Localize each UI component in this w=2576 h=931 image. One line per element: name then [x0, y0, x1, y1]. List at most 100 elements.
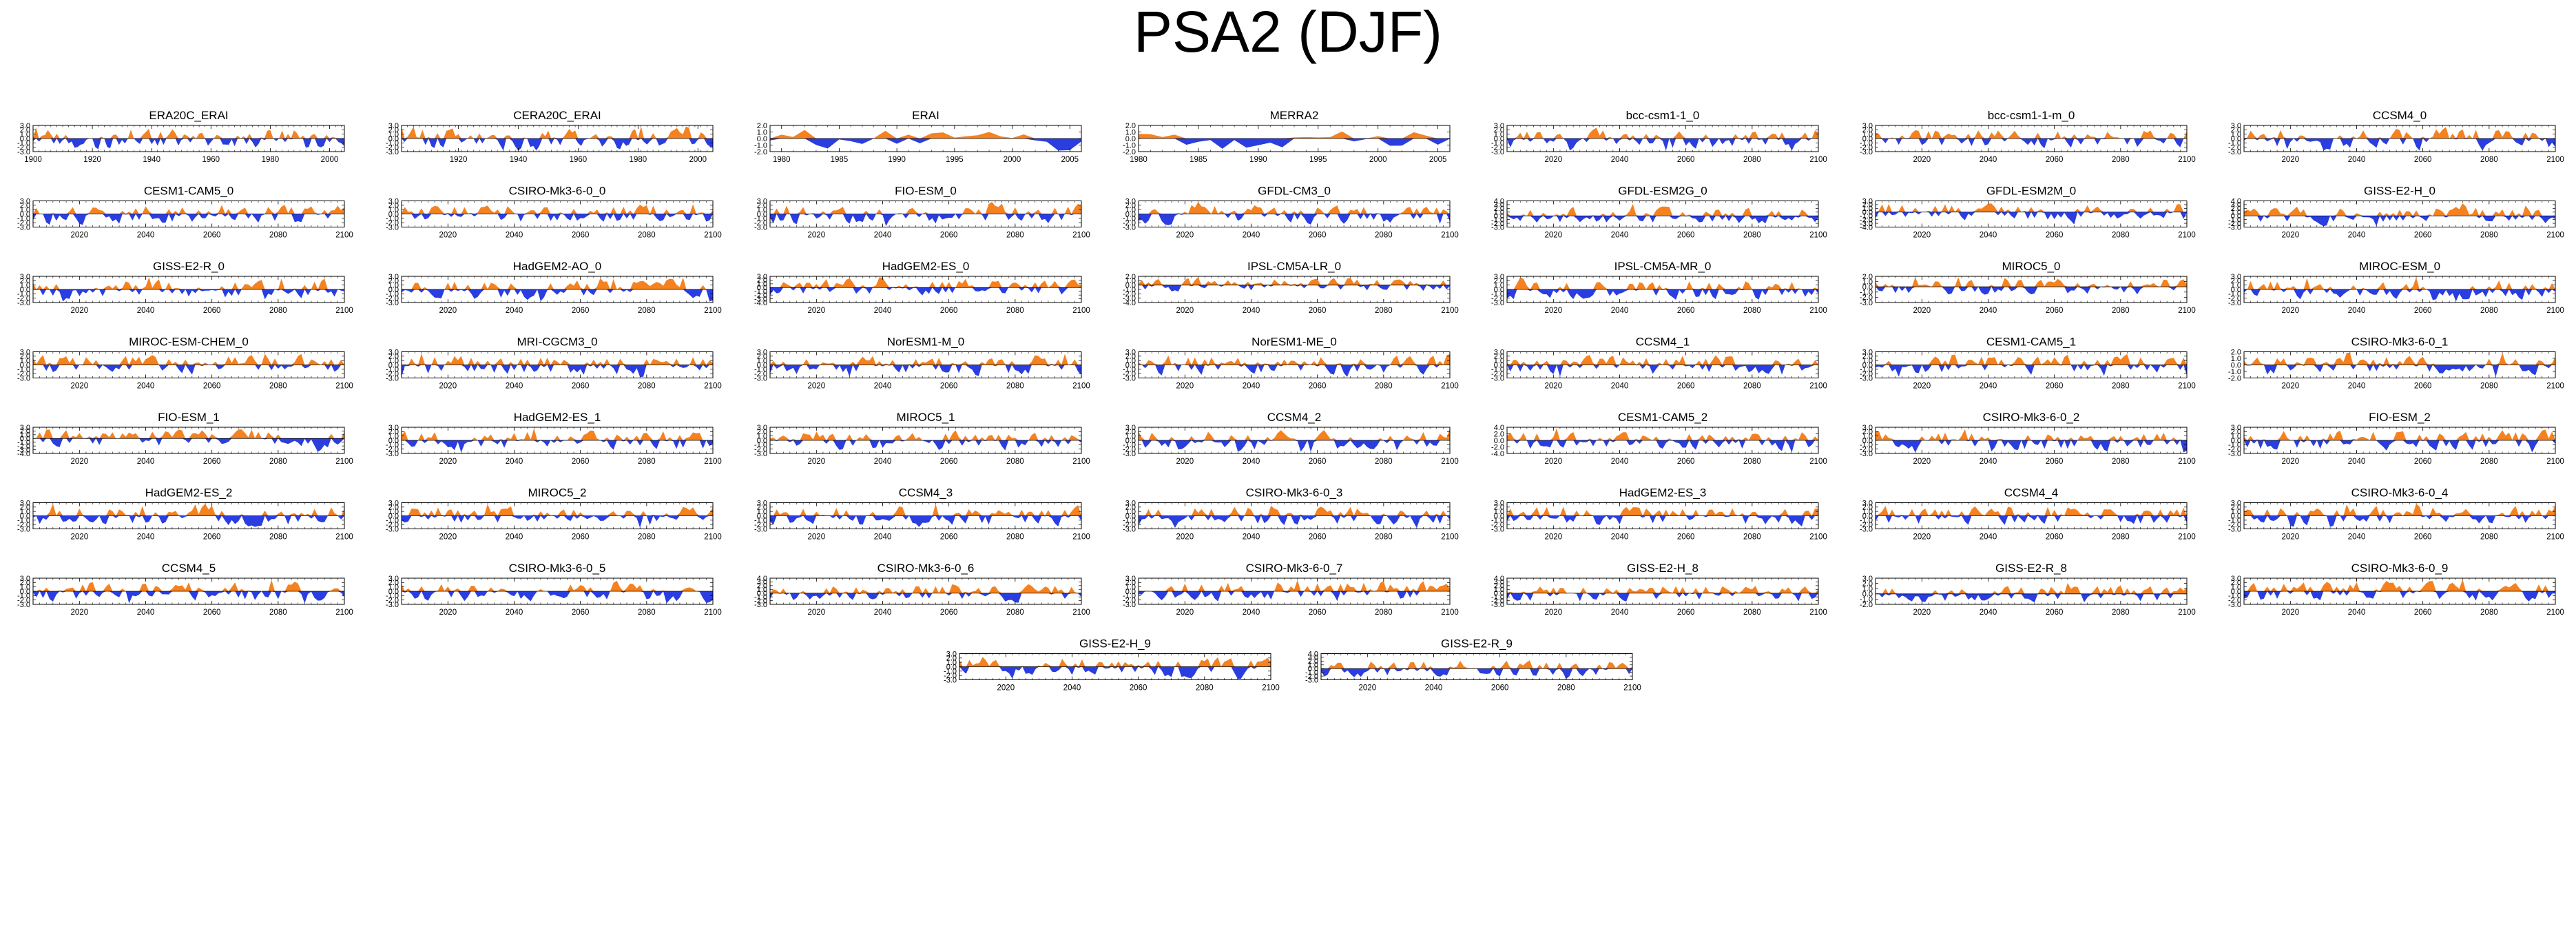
- y-tick-label: 3.0: [2231, 273, 2241, 281]
- x-tick-label: 2040: [506, 232, 523, 240]
- panel-CCSM4_0: CCSM4_0 3.02.01.00.0-1.0-2.0-3.0 2020 2040 2…: [2228, 109, 2564, 164]
- x-tick-label: 2080: [1743, 382, 1761, 391]
- y-tick-label: -3.0: [1123, 450, 1136, 458]
- y-tick-label: -3.0: [754, 295, 767, 303]
- positive-area: [33, 205, 344, 214]
- x-tick-label: 2060: [572, 533, 590, 542]
- y-tick-label: 1.0: [1862, 278, 1873, 286]
- x-tick-label: 2040: [506, 307, 523, 315]
- x-tick-label: 2040: [2348, 533, 2366, 542]
- negative-area: [1876, 440, 2187, 453]
- y-tick-label: -1.0: [386, 517, 399, 525]
- y-tick-label: -2.0: [17, 294, 30, 303]
- x-tick-label: 2080: [1006, 608, 1024, 617]
- y-tick-label: -3.0: [17, 374, 30, 382]
- y-tick-label: -2.0: [1123, 370, 1136, 378]
- y-tick-label: 0.0: [757, 590, 767, 598]
- y-tick-label: 1.0: [2231, 583, 2241, 591]
- y-tick-label: -3.0: [2228, 223, 2241, 232]
- panel-title: CSIRO-Mk3-6-0_1: [2351, 336, 2449, 349]
- y-tick-label: 0.0: [757, 135, 767, 143]
- x-tick-label: 2040: [137, 458, 155, 466]
- x-tick-label: 2080: [638, 533, 656, 542]
- y-tick-label: -1.0: [17, 366, 30, 374]
- panel-CSIRO-Mk3-6-0_2: CSIRO-Mk3-6-0_2 3.02.01.00.0-1.0-2.0-3.0 2…: [1860, 411, 2196, 466]
- y-tick-label: 1.0: [1494, 508, 1504, 516]
- x-tick-label: 2080: [1006, 458, 1024, 466]
- y-tick-label: 1.0: [1125, 206, 1136, 214]
- y-tick-label: 2.0: [946, 655, 957, 663]
- y-tick-label: 3.0: [757, 499, 767, 507]
- x-tick-label: 2020: [439, 307, 457, 315]
- x-tick-label: 2060: [2046, 232, 2064, 240]
- y-tick-label: 3.0: [757, 197, 767, 205]
- panel-MIROC5_2: MIROC5_2 3.02.01.00.0-1.0-2.0-3.0 2020 2040…: [386, 487, 722, 542]
- positive-area: [770, 202, 1081, 214]
- y-tick-label: -1.0: [2228, 517, 2241, 525]
- y-tick-label: -2.0: [754, 370, 767, 378]
- x-tick-label: 2060: [2414, 156, 2432, 164]
- y-tick-label: -2.0: [1491, 443, 1504, 451]
- panel-title: IPSL-CM5A-MR_0: [1614, 260, 1712, 273]
- y-tick-label: 2.0: [757, 122, 767, 130]
- y-tick-label: 1.0: [2231, 355, 2241, 363]
- x-tick-label: 2060: [1309, 307, 1327, 315]
- x-tick-label: 2100: [1441, 608, 1459, 617]
- x-tick-label: 2040: [506, 458, 523, 466]
- x-tick-label: 2080: [638, 307, 656, 315]
- panel-title: GFDL-CM3_0: [1258, 185, 1331, 198]
- x-tick-label: 2040: [1611, 156, 1629, 164]
- y-tick-label: 2.0: [1862, 504, 1873, 512]
- panel-title: CSIRO-Mk3-6-0_9: [2351, 562, 2449, 575]
- y-tick-label: -1.0: [754, 441, 767, 449]
- y-tick-label: 1.0: [1494, 357, 1504, 365]
- y-tick-label: -2.0: [754, 445, 767, 453]
- y-tick-label: -1.0: [1491, 593, 1504, 602]
- positive-area: [402, 126, 713, 139]
- y-tick-label: 3.0: [388, 424, 399, 432]
- x-tick-label: 2100: [2178, 608, 2196, 617]
- x-tick-label: 2080: [2480, 382, 2498, 391]
- x-tick-label: 2020: [1545, 307, 1563, 315]
- y-tick-label: 0.0: [1494, 135, 1504, 143]
- y-tick-label: -2.0: [754, 291, 767, 300]
- positive-area: [1139, 354, 1450, 365]
- y-tick-label: 1.0: [2231, 209, 2241, 217]
- negative-area: [33, 139, 344, 150]
- y-tick-label: -3.0: [1860, 148, 1873, 156]
- y-tick-label: -3.0: [1491, 148, 1504, 156]
- panel-GFDL-ESM2G_0: GFDL-ESM2G_0 4.03.02.01.00.0-1.0-2.0-3.0 2…: [1491, 185, 1827, 240]
- positive-area: [33, 580, 344, 591]
- panel-IPSL-CM5A-MR_0: IPSL-CM5A-MR_0 3.02.01.00.0-1.0-2.0-3.0 20…: [1491, 260, 1827, 315]
- y-tick-label: -1.0: [754, 593, 767, 602]
- x-tick-label: 2040: [1611, 458, 1629, 466]
- panel-CSIRO-Mk3-6-0_5: CSIRO-Mk3-6-0_5 3.02.01.00.0-1.0-2.0-3.0 2…: [386, 562, 722, 617]
- x-tick-label: 1980: [630, 156, 647, 164]
- y-tick-label: 0.0: [388, 135, 399, 143]
- y-tick-label: 2.0: [1862, 428, 1873, 436]
- x-tick-label: 2080: [1743, 458, 1761, 466]
- x-tick-label: 2020: [439, 232, 457, 240]
- x-tick-label: 2040: [137, 307, 155, 315]
- y-tick-label: 3.0: [20, 197, 30, 205]
- y-tick-label: -4.0: [1860, 223, 1873, 232]
- y-tick-label: 3.0: [1125, 197, 1136, 205]
- x-tick-label: 2020: [808, 232, 826, 240]
- y-tick-label: -1.0: [1123, 141, 1136, 150]
- y-tick-label: -1.0: [1491, 139, 1504, 147]
- y-tick-label: -2.0: [1491, 597, 1504, 605]
- x-tick-label: 2060: [203, 307, 221, 315]
- y-tick-label: -1.0: [2228, 368, 2241, 376]
- x-tick-label: 2080: [1375, 608, 1393, 617]
- y-tick-label: 0.0: [388, 210, 399, 218]
- positive-area: [1876, 277, 2187, 287]
- x-tick-label: 1980: [1130, 156, 1147, 164]
- y-tick-label: 3.0: [1862, 424, 1873, 432]
- x-tick-label: 2080: [1006, 533, 1024, 542]
- y-tick-label: 3.0: [2231, 424, 2241, 432]
- y-tick-label: -2.0: [1123, 290, 1136, 298]
- y-tick-label: -2.0: [1860, 445, 1873, 453]
- plot-frame: [1875, 201, 2188, 227]
- x-tick-label: 2100: [1072, 307, 1090, 315]
- x-tick-label: 2020: [1913, 156, 1931, 164]
